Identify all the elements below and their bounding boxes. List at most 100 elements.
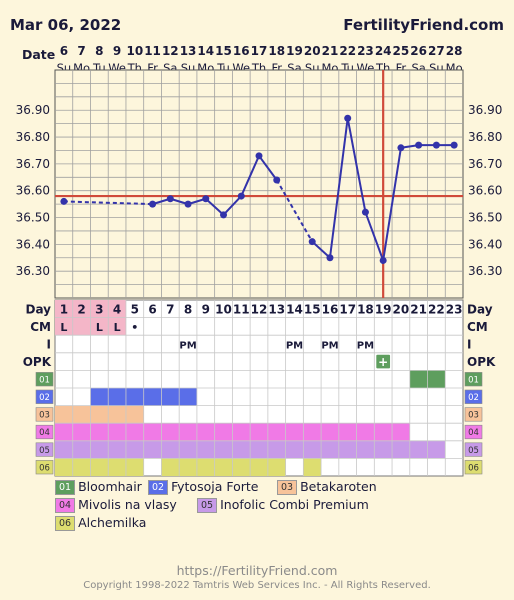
supplement-cell-04 (374, 423, 393, 441)
cycle-day-number: 4 (113, 302, 121, 316)
supplement-code-right-box (464, 372, 483, 387)
supplement-cell-04 (338, 423, 357, 441)
supplement-cell-05 (250, 440, 268, 459)
legend-item-01: 01 Bloomhair (55, 479, 142, 495)
supplement-cell-05 (214, 440, 233, 459)
supplement-cell-04 (143, 423, 162, 441)
supplement-cell-04 (232, 423, 251, 441)
supplement-code-left-box (35, 372, 54, 387)
cycle-day-number: 9 (202, 302, 210, 316)
plot-area (54, 69, 464, 299)
temperature-line-segment (328, 118, 349, 258)
supplement-code-left: 03 (39, 411, 50, 421)
supplement-cell-04 (303, 423, 322, 441)
opk-positive-box (376, 354, 391, 369)
supplement-cell-04 (72, 423, 91, 441)
date-number: 6 (60, 44, 68, 58)
supplement-cell-06 (250, 458, 268, 476)
cycle-day-number: 6 (148, 302, 156, 316)
supplement-cell-05 (338, 440, 357, 459)
date-number: 27 (428, 44, 445, 58)
supplement-code-right: 04 (468, 428, 479, 438)
site-name[interactable]: FertilityFriend.com (343, 16, 504, 34)
supplement-cell-06 (179, 458, 197, 476)
supplement-code-right-box (464, 460, 483, 475)
supplement-cell-05 (267, 440, 286, 459)
supplement-cell-05 (285, 440, 304, 459)
y-tick-label-right: 36.50 (468, 211, 502, 225)
row-label-right: I (467, 338, 471, 352)
supplement-code-left: 04 (39, 428, 50, 438)
supplement-code-left-box (35, 407, 54, 422)
supplement-cell-03 (90, 405, 109, 424)
supplement-cell-05 (232, 440, 251, 459)
temperature-point (432, 141, 440, 149)
supplement-cell-04 (285, 423, 304, 441)
supplement-cell-05 (179, 440, 197, 459)
supplement-cell-06 (196, 458, 215, 476)
supplement-code-right-box (464, 424, 483, 440)
supplement-cell-05 (161, 440, 180, 459)
footer-copyright: Copyright 1998-2022 Tamtris Web Services… (83, 580, 431, 591)
legend-item-04: 04 Mivolis na vlasy (55, 497, 177, 513)
supplement-code-left: 02 (39, 393, 50, 403)
supplement-cell-03 (55, 405, 73, 424)
cm-entry: L (60, 321, 67, 334)
legend-label-06: Alchemilka (78, 515, 147, 530)
temperature-line-segment (382, 147, 402, 261)
date-number: 7 (77, 44, 85, 58)
supplement-cell-02 (108, 388, 126, 406)
y-tick-label-left: 36.80 (16, 130, 50, 144)
weekday-label: Fr (271, 61, 282, 75)
legend-item-03: 03 Betakaroten (277, 479, 377, 495)
period-day-cell (108, 300, 126, 318)
supplement-code-left: 01 (39, 375, 50, 385)
cycle-day-number: 17 (339, 302, 356, 316)
row-label-right: OPK (467, 355, 496, 369)
y-tick-label-right: 36.30 (468, 264, 502, 278)
supplement-cell-05 (143, 440, 162, 459)
temperature-point (326, 254, 334, 262)
supplement-cell-05 (72, 440, 91, 459)
legend-code-01: 01 (55, 480, 76, 495)
supplement-cell-04 (392, 423, 410, 441)
date-number: 8 (95, 44, 103, 58)
supplement-cell-06 (267, 458, 286, 476)
y-tick-label-right: 36.40 (468, 237, 502, 251)
date-number: 19 (286, 44, 303, 58)
supplement-code-left-box (35, 442, 54, 457)
supplement-cell-04 (267, 423, 286, 441)
row-label-left: OPK (23, 355, 52, 369)
y-tick-label-right: 36.70 (468, 157, 502, 171)
date-number: 20 (304, 44, 321, 58)
temperature-line-segment (222, 195, 242, 216)
cycle-day-number: 3 (95, 302, 103, 316)
legend-item-02: 02 Fytosoja Forte (148, 479, 258, 495)
intercourse-entry: PM (357, 341, 374, 352)
supplement-code-right: 03 (468, 411, 479, 421)
footer-url[interactable]: https://FertilityFriend.com (176, 563, 338, 578)
supplement-cell-06 (90, 458, 109, 476)
legend-code-05: 05 (197, 498, 218, 513)
supplement-cell-05 (392, 440, 410, 459)
y-tick-label-right: 36.90 (468, 103, 502, 117)
cycle-day-number: 8 (184, 302, 192, 316)
temperature-line-segment (346, 118, 367, 213)
date-number: 13 (180, 44, 197, 58)
supplement-cell-04 (321, 423, 339, 441)
legend-label-02: Fytosoja Forte (171, 479, 259, 494)
supplement-cell-06 (232, 458, 251, 476)
cycle-day-number: 11 (233, 302, 250, 316)
supplement-cell-05 (196, 440, 215, 459)
date-number: 26 (410, 44, 427, 58)
date-number: 23 (357, 44, 374, 58)
temperature-point (415, 141, 423, 149)
temperature-point (237, 192, 245, 200)
row-label-right: CM (467, 320, 488, 334)
legend-code-03: 03 (277, 480, 298, 495)
supplement-cell-05 (356, 440, 375, 459)
supplement-cell-05 (427, 440, 446, 459)
cycle-day-number: 18 (357, 302, 374, 316)
weekday-label: Fr (396, 61, 407, 75)
